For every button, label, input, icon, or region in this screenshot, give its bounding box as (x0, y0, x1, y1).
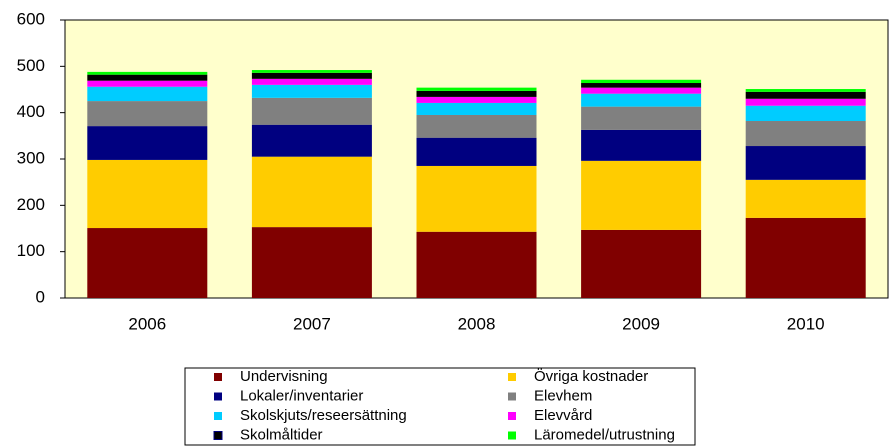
legend-swatch (508, 392, 516, 401)
legend: Undervisning Övriga kostnader Lokaler/inve… (213, 367, 675, 443)
bar-segment (581, 129, 702, 161)
x-tick-label: 2008 (458, 314, 496, 333)
legend-swatch (508, 412, 516, 420)
y-tick-label: 300 (17, 148, 45, 167)
x-tick-label: 2009 (622, 314, 660, 333)
y-tick-label: 0 (36, 287, 45, 306)
bar-segment (416, 87, 537, 91)
legend-label: Undervisning (240, 368, 328, 385)
bar-segment (416, 231, 537, 298)
bar-segment (581, 87, 702, 94)
x-tick-label: 2006 (128, 314, 166, 333)
y-tick-label: 100 (17, 241, 45, 260)
bar-segment (251, 124, 372, 157)
legend-swatch (508, 373, 516, 381)
bar-segment (745, 217, 866, 298)
bar-segment (416, 90, 537, 97)
legend-swatch (214, 412, 222, 420)
bar-segment (87, 228, 208, 298)
bar-segment (745, 89, 866, 92)
legend-label: Elevhem (534, 387, 592, 404)
bar-segment (87, 71, 208, 75)
bar-segment (251, 227, 372, 298)
bar-segment (581, 106, 702, 130)
x-tick-label: 2010 (787, 314, 825, 333)
bar-segment (581, 83, 702, 88)
y-tick-label: 600 (17, 9, 45, 28)
bar-segment (87, 159, 208, 229)
bar-segment (251, 70, 372, 73)
bar-segment (416, 114, 537, 138)
bar-segment (251, 156, 372, 228)
bar-segment (581, 160, 702, 230)
bar-segment (581, 79, 702, 84)
bar-segment (87, 101, 208, 127)
legend-swatch (214, 392, 222, 401)
legend-swatch (214, 373, 222, 381)
legend-swatch (508, 431, 516, 440)
bar-segment (87, 80, 208, 87)
bar-segment (745, 179, 866, 218)
legend-label: Skolmåltider (240, 426, 323, 443)
bar-segment (251, 78, 372, 85)
legend-box (184, 367, 696, 446)
bar-segment (416, 137, 537, 166)
bar-segment (745, 91, 866, 99)
bar-segment (251, 97, 372, 125)
legend-label: Skolskjuts/reseersättning (240, 407, 407, 424)
bar-segment (251, 84, 372, 98)
y-tick-label: 400 (17, 102, 45, 121)
legend-swatch (213, 431, 223, 440)
bar-segment (87, 126, 208, 160)
bar-segment (251, 72, 372, 79)
y-tick-label: 200 (17, 195, 45, 214)
bar-segment (416, 102, 537, 115)
bar-segment (87, 86, 208, 102)
y-tick-label: 500 (17, 56, 45, 75)
bar-segment (581, 229, 702, 298)
bar-segment (745, 146, 866, 180)
x-tick-label: 2007 (293, 314, 331, 333)
bar-segment (745, 98, 866, 106)
bar-segment (581, 93, 702, 107)
bar-segment (416, 165, 537, 232)
legend-label: Övriga kostnader (534, 367, 648, 385)
legend-label: Lokaler/inventarier (240, 387, 363, 404)
legend-label: Läromedel/utrustning (534, 426, 675, 443)
bar-segment (87, 74, 208, 81)
bar-segment (416, 96, 537, 103)
bar-segment (745, 121, 866, 147)
legend-label: Elevvård (534, 407, 592, 424)
bar-segment (745, 105, 866, 122)
